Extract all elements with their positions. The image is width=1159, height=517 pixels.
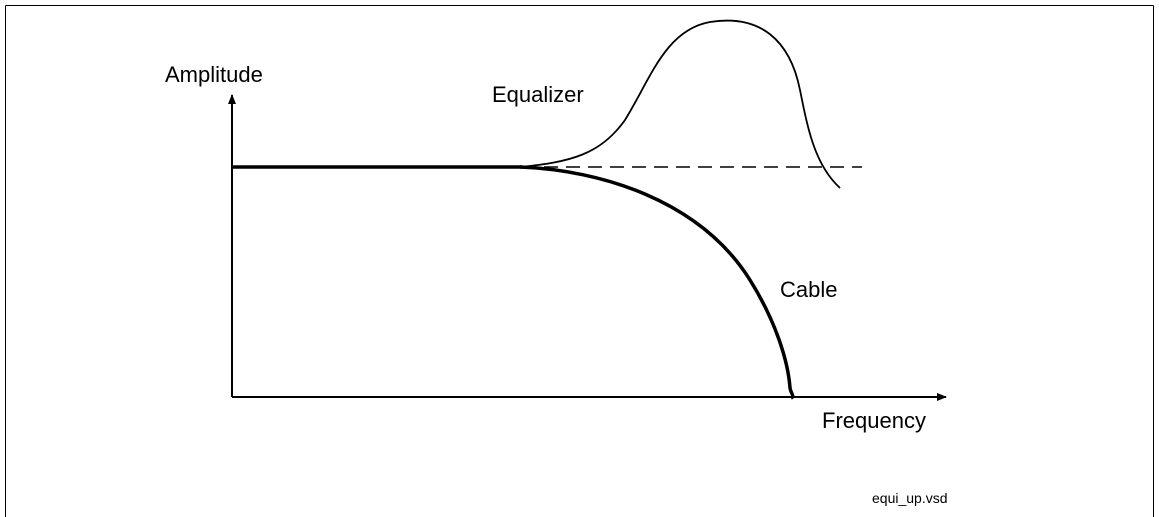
y-axis-label: Amplitude [165, 62, 263, 87]
equalizer-curve [519, 19, 841, 189]
x-axis-label: Frequency [822, 408, 926, 433]
cable-curve [519, 165, 795, 400]
equalizer-label: Equalizer [492, 82, 584, 107]
frame [5, 5, 1154, 517]
filename: equi_up.vsd [872, 490, 948, 506]
cable-label: Cable [780, 277, 837, 302]
